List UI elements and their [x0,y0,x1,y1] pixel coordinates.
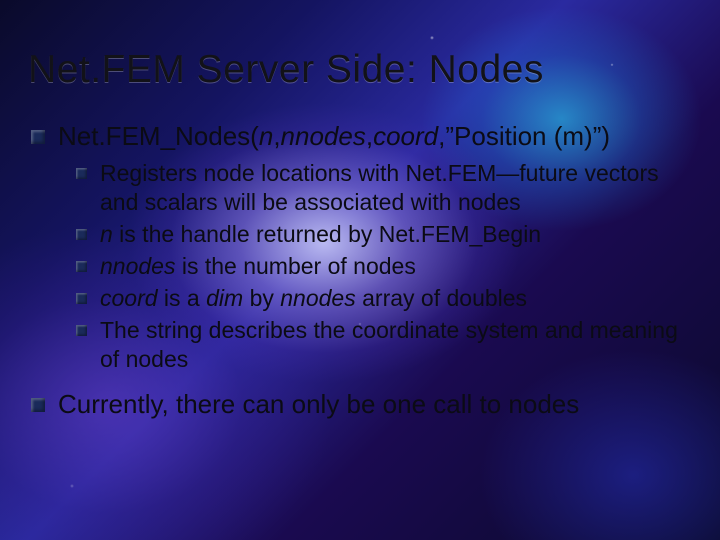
text: Currently, there can only be one call to… [58,389,579,419]
text: , [366,121,373,151]
bullet-lvl2: The string describes the coordinate syst… [74,316,692,374]
text-italic: coord [100,285,158,311]
text-italic: nnodes [100,253,175,279]
text: is the number of nodes [175,253,415,279]
text: Net.FEM_Nodes( [58,121,259,151]
text-italic: nnodes [281,121,366,151]
bullet-lvl1: Net.FEM_Nodes(n,nnodes,coord,”Position (… [28,120,692,374]
slide: Net.FEM Server Side: Nodes Net.FEM_Nodes… [0,0,720,540]
text: , [273,121,280,151]
text: is the handle returned by Net.FEM_Begin [113,221,541,247]
bullet-lvl2: coord is a dim by nnodes array of double… [74,284,692,313]
bullet-lvl2: Registers node locations with Net.FEM—fu… [74,159,692,217]
text-italic: n [100,221,113,247]
text: ,”Position (m)”) [438,121,610,151]
bullet-sublist: Registers node locations with Net.FEM—fu… [74,159,692,374]
text: The string describes the coordinate syst… [100,317,678,372]
text: array of doubles [356,285,527,311]
text: is a [158,285,207,311]
text: Registers node locations with Net.FEM—fu… [100,160,659,215]
bullet-lvl2: n is the handle returned by Net.FEM_Begi… [74,220,692,249]
slide-title: Net.FEM Server Side: Nodes [28,48,692,92]
bullet-lvl2: nnodes is the number of nodes [74,252,692,281]
text-italic: dim [206,285,243,311]
text: by [243,285,280,311]
text-italic: coord [373,121,438,151]
text-italic: nnodes [280,285,355,311]
bullet-lvl1: Currently, there can only be one call to… [28,388,692,421]
text-italic: n [259,121,273,151]
bullet-list: Net.FEM_Nodes(n,nnodes,coord,”Position (… [28,120,692,421]
